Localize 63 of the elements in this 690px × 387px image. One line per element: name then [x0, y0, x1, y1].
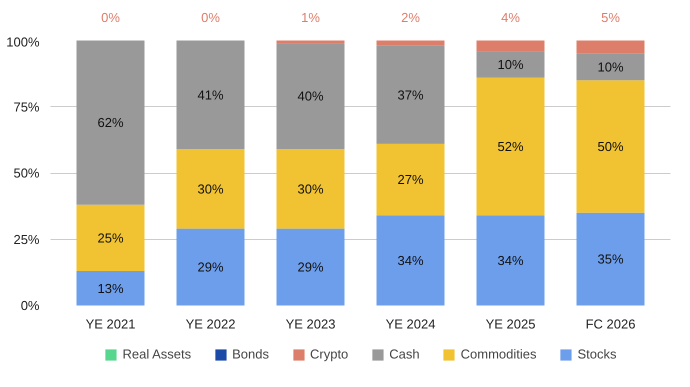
data-label: 10%	[497, 56, 524, 72]
bar	[176, 40, 244, 150]
bar	[576, 80, 644, 213]
legend-label: Commodities	[460, 346, 537, 362]
bar	[476, 78, 544, 216]
bar	[476, 51, 544, 78]
legend-label: Cash	[389, 346, 420, 362]
data-label: 4%	[501, 10, 520, 25]
y-tick-label: 0%	[20, 298, 40, 313]
x-tick-label: YE 2022	[186, 316, 236, 332]
data-label: 50%	[597, 139, 624, 154]
data-label: 41%	[197, 87, 224, 102]
bar	[276, 228, 344, 306]
data-label: 35%	[597, 252, 624, 267]
data-label: 29%	[297, 260, 324, 275]
x-tick-label: YE 2023	[286, 316, 336, 332]
bar	[376, 40, 444, 46]
x-tick-label: FC 2026	[586, 316, 636, 332]
bar	[276, 40, 344, 44]
data-label: 52%	[497, 139, 524, 154]
bar	[576, 54, 644, 80]
data-label: 34%	[397, 252, 424, 268]
data-label: 34%	[497, 252, 524, 268]
data-label: 5%	[601, 10, 620, 25]
bar	[176, 228, 244, 306]
bar	[376, 144, 444, 216]
x-tick-label: YE 2024	[386, 316, 436, 332]
x-tick-label: YE 2025	[486, 316, 536, 332]
bar	[576, 212, 644, 306]
bar	[376, 46, 444, 144]
data-label: 30%	[197, 181, 224, 196]
legend-label: Real Assets	[122, 346, 192, 362]
legend-label: Stocks	[578, 346, 617, 362]
data-label: 25%	[97, 230, 124, 246]
y-tick-label: 50%	[13, 166, 40, 180]
data-label: 10%	[597, 60, 624, 74]
legend-label: Crypto	[310, 346, 348, 362]
y-tick-label: 100%	[6, 34, 40, 50]
bar	[276, 43, 344, 150]
data-label: 0%	[101, 10, 120, 25]
data-label: 1%	[301, 10, 320, 25]
data-label: 0%	[201, 10, 220, 25]
bar	[76, 204, 144, 272]
data-label: 2%	[401, 10, 420, 25]
data-label: 40%	[297, 88, 324, 104]
bar	[76, 271, 144, 306]
data-label: 62%	[97, 115, 124, 130]
bar	[176, 149, 244, 229]
data-label: 37%	[397, 87, 424, 102]
bar	[476, 215, 544, 306]
x-tick-label: YE 2021	[86, 316, 136, 332]
y-tick-label: 25%	[13, 232, 40, 247]
legend-label: Bonds	[232, 346, 269, 362]
bar	[476, 40, 544, 52]
data-label: 27%	[397, 172, 424, 188]
data-label: 29%	[197, 260, 224, 275]
data-label: 30%	[297, 181, 324, 196]
data-label: 13%	[97, 280, 124, 296]
bar	[376, 215, 444, 306]
bar	[276, 149, 344, 229]
bar	[576, 40, 644, 54]
bar	[76, 40, 144, 205]
y-tick-label: 75%	[13, 99, 40, 114]
